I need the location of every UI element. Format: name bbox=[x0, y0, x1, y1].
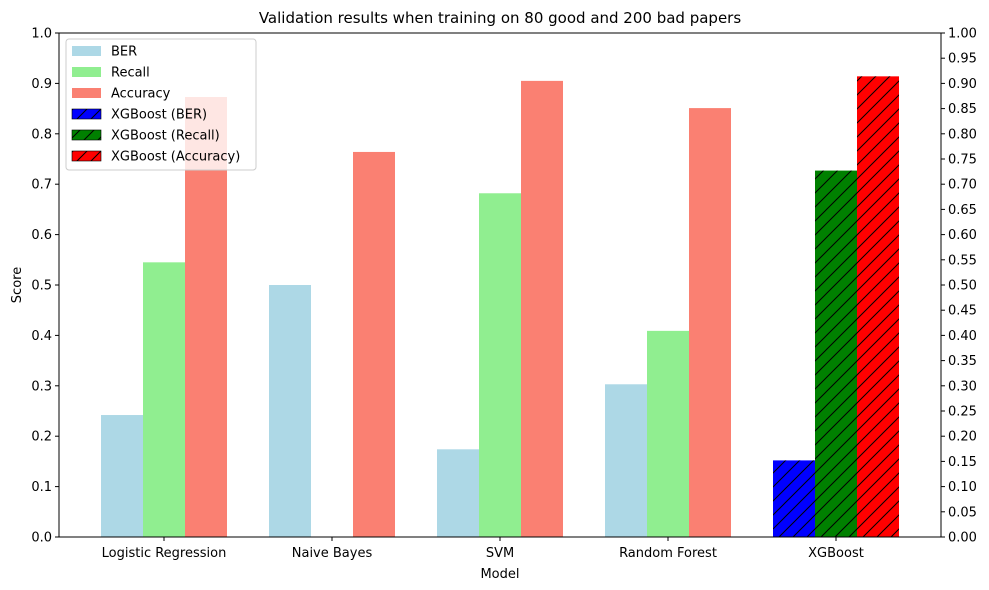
y-tick-label-right: 0.70 bbox=[948, 178, 977, 193]
x-tick-label: Logistic Regression bbox=[102, 546, 227, 561]
x-tick-label: Random Forest bbox=[619, 546, 717, 561]
legend-label: BER bbox=[111, 45, 137, 60]
bar bbox=[521, 80, 563, 537]
y-tick-label-right: 0.65 bbox=[948, 203, 977, 218]
y-tick-label-right: 0.45 bbox=[948, 304, 977, 319]
y-tick-label-left: 0.5 bbox=[31, 279, 52, 294]
y-tick-label-right: 0.90 bbox=[948, 77, 977, 92]
y-tick-label-left: 0.4 bbox=[31, 329, 52, 344]
y-tick-label-right: 0.50 bbox=[948, 279, 977, 294]
y-tick-label-left: 0.8 bbox=[31, 127, 52, 142]
y-tick-label-right: 1.00 bbox=[948, 27, 977, 42]
y-tick-label-right: 0.55 bbox=[948, 253, 977, 268]
y-tick-label-right: 0.10 bbox=[948, 480, 977, 495]
y-axis-right: 0.00 0.05 0.10 0.15 0.20 0.25 0.30 0.35 0.40 0.45… bbox=[941, 27, 977, 546]
bar-hatch bbox=[773, 460, 815, 537]
y-tick-label-left: 0.3 bbox=[31, 379, 52, 394]
x-tick-label: XGBoost bbox=[808, 546, 864, 561]
legend-label: XGBoost (Accuracy) bbox=[111, 150, 240, 165]
bar bbox=[647, 330, 689, 537]
bar bbox=[605, 384, 647, 537]
legend-label: Accuracy bbox=[111, 87, 171, 102]
y-tick-label-left: 0.1 bbox=[31, 480, 52, 495]
bar bbox=[143, 262, 185, 537]
y-tick-label-right: 0.95 bbox=[948, 52, 977, 67]
x-tick-label: Naive Bayes bbox=[292, 546, 373, 561]
y-tick-label-left: 0.2 bbox=[31, 430, 52, 445]
legend-label: XGBoost (Recall) bbox=[111, 129, 220, 144]
bar bbox=[353, 151, 395, 537]
bar-hatch bbox=[815, 170, 857, 538]
legend-swatch-hatch bbox=[71, 108, 102, 120]
bar-hatch bbox=[857, 76, 899, 538]
y-tick-label-left: 1.0 bbox=[31, 27, 52, 42]
bars-layer bbox=[101, 76, 899, 538]
y-tick-label-right: 0.80 bbox=[948, 127, 977, 142]
y-tick-label-left: 0.0 bbox=[31, 531, 52, 546]
legend: BER Recall Accuracy XGBoost (BER) XGBoost (R… bbox=[65, 38, 257, 171]
y-tick-label-right: 0.75 bbox=[948, 153, 977, 168]
bar bbox=[689, 108, 731, 537]
y-tick-label-right: 0.05 bbox=[948, 505, 977, 520]
y-tick-label-right: 0.35 bbox=[948, 354, 977, 369]
y-tick-label-left: 0.9 bbox=[31, 77, 52, 92]
y-tick-label-right: 0.60 bbox=[948, 228, 977, 243]
y-tick-label-right: 0.15 bbox=[948, 455, 977, 470]
y-tick-label-right: 0.20 bbox=[948, 430, 977, 445]
legend-label: XGBoost (BER) bbox=[111, 108, 207, 123]
y-tick-label-left: 0.6 bbox=[31, 228, 52, 243]
x-axis-label: Model bbox=[480, 567, 519, 582]
bar bbox=[437, 449, 479, 537]
y-tick-label-right: 0.30 bbox=[948, 379, 977, 394]
x-axis: Logistic Regression Naive Bayes SVM Random … bbox=[102, 537, 864, 561]
y-tick-label-right: 0.25 bbox=[948, 405, 977, 420]
legend-swatch-hatch bbox=[71, 150, 102, 162]
y-tick-label-left: 0.7 bbox=[31, 178, 52, 193]
bar bbox=[101, 415, 143, 537]
legend-swatch-hatch bbox=[71, 129, 102, 141]
y-tick-label-right: 0.85 bbox=[948, 102, 977, 117]
bar bbox=[479, 193, 521, 537]
y-tick-label-right: 0.40 bbox=[948, 329, 977, 344]
chart-title: Validation results when training on 80 g… bbox=[259, 9, 742, 27]
legend-swatch bbox=[72, 67, 101, 77]
y-axis-label: Score bbox=[10, 267, 25, 303]
legend-swatch bbox=[72, 46, 101, 56]
legend-box bbox=[65, 38, 257, 171]
bar bbox=[269, 285, 311, 537]
legend-label: Recall bbox=[111, 66, 150, 81]
y-axis-left: 0.0 0.1 0.2 0.3 0.4 0.5 0.6 0.7 0.8 0.9 1.0 bbox=[31, 27, 59, 546]
y-tick-label-right: 0.00 bbox=[948, 531, 977, 546]
x-tick-label: SVM bbox=[486, 546, 514, 561]
legend-swatch bbox=[72, 88, 101, 98]
